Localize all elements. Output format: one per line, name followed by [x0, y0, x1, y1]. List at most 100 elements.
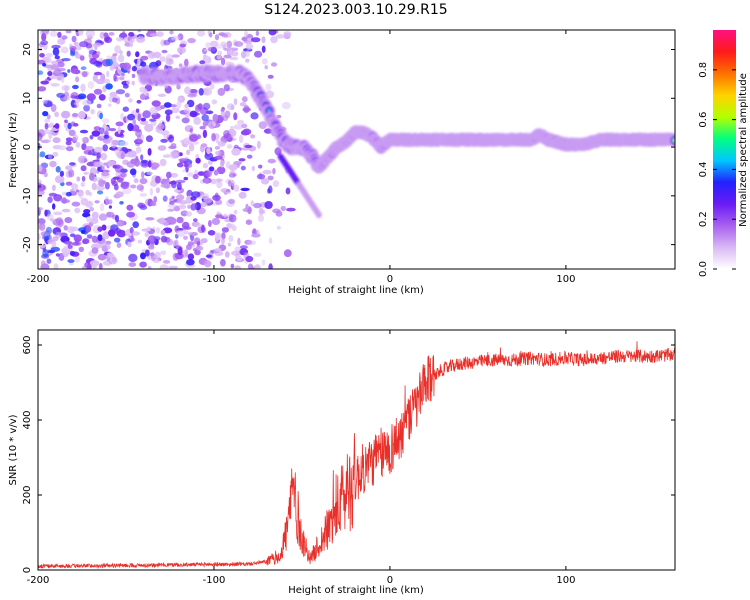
heatmap-cell [126, 79, 130, 86]
heatmap-cell [98, 127, 105, 135]
heatmap-cell [228, 214, 237, 223]
heatmap-cell [99, 240, 108, 249]
heatmap-cell [85, 43, 93, 49]
snr-xlabel: Height of straight line (km) [288, 585, 424, 596]
heatmap-cell [276, 114, 282, 119]
heatmap-cell [38, 207, 44, 211]
heatmap-cell [162, 222, 171, 226]
spectrogram-xtick-label: -200 [27, 274, 50, 285]
heatmap-cell [114, 149, 118, 154]
colorbar-tick-label: 0.2 [698, 211, 709, 227]
heatmap-cell [130, 184, 137, 189]
heatmap-cell [159, 264, 169, 269]
heatmap-cell [195, 245, 204, 251]
heatmap-cell [104, 181, 110, 190]
heatmap-cell [196, 240, 201, 246]
heatmap-cell [128, 262, 137, 267]
heatmap-cell [93, 161, 104, 168]
heatmap-cell [126, 204, 134, 211]
heatmap-cell [286, 207, 296, 212]
heatmap-cell [189, 110, 198, 118]
heatmap-cell [105, 83, 113, 90]
heatmap-cell [163, 39, 171, 46]
heatmap-cell [187, 172, 194, 177]
heatmap-cell [220, 57, 226, 66]
heatmap-cell [85, 225, 91, 233]
heatmap-cell [101, 164, 106, 171]
heatmap-cell [106, 70, 110, 78]
heatmap-cell [223, 54, 232, 59]
heatmap-cell [102, 144, 108, 152]
heatmap-cell [226, 40, 233, 49]
heatmap-cell [116, 219, 125, 227]
heatmap-cell [201, 224, 205, 233]
heatmap-cell [151, 100, 161, 107]
heatmap-cell [168, 180, 177, 185]
heatmap-cell [67, 244, 73, 249]
heatmap-cell [265, 90, 275, 99]
heatmap-cell [211, 99, 218, 105]
heatmap-cell [61, 208, 71, 213]
heatmap-cell [244, 30, 249, 38]
heatmap-cell [189, 128, 193, 133]
snr-ytick-label: 600 [22, 335, 33, 354]
heatmap-cell [114, 214, 120, 223]
heatmap-cell [175, 115, 180, 119]
heatmap-cell [131, 73, 136, 79]
heatmap-cell [53, 194, 63, 202]
heatmap-cell [82, 99, 92, 106]
heatmap-cell [203, 260, 212, 268]
heatmap-cell [261, 58, 268, 65]
heatmap-cell [108, 205, 112, 209]
heatmap-cell [73, 123, 79, 127]
heatmap-cell [187, 93, 197, 98]
heatmap-cell [161, 49, 168, 54]
heatmap-cell [85, 200, 94, 208]
heatmap-cell [128, 32, 135, 37]
heatmap-cell [63, 240, 73, 245]
heatmap-cell [67, 69, 71, 73]
heatmap-cell [137, 58, 141, 66]
heatmap-cell [206, 147, 211, 155]
heatmap-cell [220, 110, 225, 118]
heatmap-cell [127, 241, 132, 248]
spectrogram-ytick-label: -10 [22, 188, 33, 204]
heatmap-cell [226, 144, 233, 149]
heatmap-cell [58, 219, 64, 227]
heatmap-cell [91, 235, 98, 243]
heatmap-cell [181, 210, 187, 214]
heatmap-cell [285, 187, 291, 195]
heatmap-cell [159, 56, 166, 62]
heatmap-cell [189, 89, 198, 94]
heatmap-cell [136, 36, 146, 43]
heatmap-cell [170, 143, 177, 148]
heatmap-cell [42, 62, 47, 67]
heatmap-cell [38, 179, 42, 184]
heatmap-cell [65, 30, 72, 34]
heatmap-cell [129, 168, 137, 176]
heatmap-cell [205, 42, 211, 49]
heatmap-cell [103, 134, 110, 139]
heatmap-cell [179, 43, 187, 48]
heatmap-cell [74, 207, 81, 214]
heatmap-cell [69, 45, 77, 52]
heatmap-cell [174, 239, 179, 248]
heatmap-cell [230, 263, 235, 269]
heatmap-cell [170, 35, 180, 41]
heatmap-cell [176, 83, 181, 90]
heatmap-cell [108, 199, 113, 205]
heatmap-cell [209, 40, 219, 48]
heatmap-cell [233, 184, 240, 192]
heatmap-cell [106, 244, 111, 250]
heatmap-cell [171, 107, 180, 114]
heatmap-cell [236, 162, 240, 168]
heatmap-cell [115, 121, 124, 127]
heatmap-cell [104, 130, 109, 137]
heatmap-cell [87, 150, 92, 156]
heatmap-cell [114, 237, 121, 243]
heatmap-cell [140, 61, 147, 67]
heatmap-cell [197, 103, 203, 110]
heatmap-cell [185, 211, 192, 217]
heatmap-cell [184, 58, 189, 67]
